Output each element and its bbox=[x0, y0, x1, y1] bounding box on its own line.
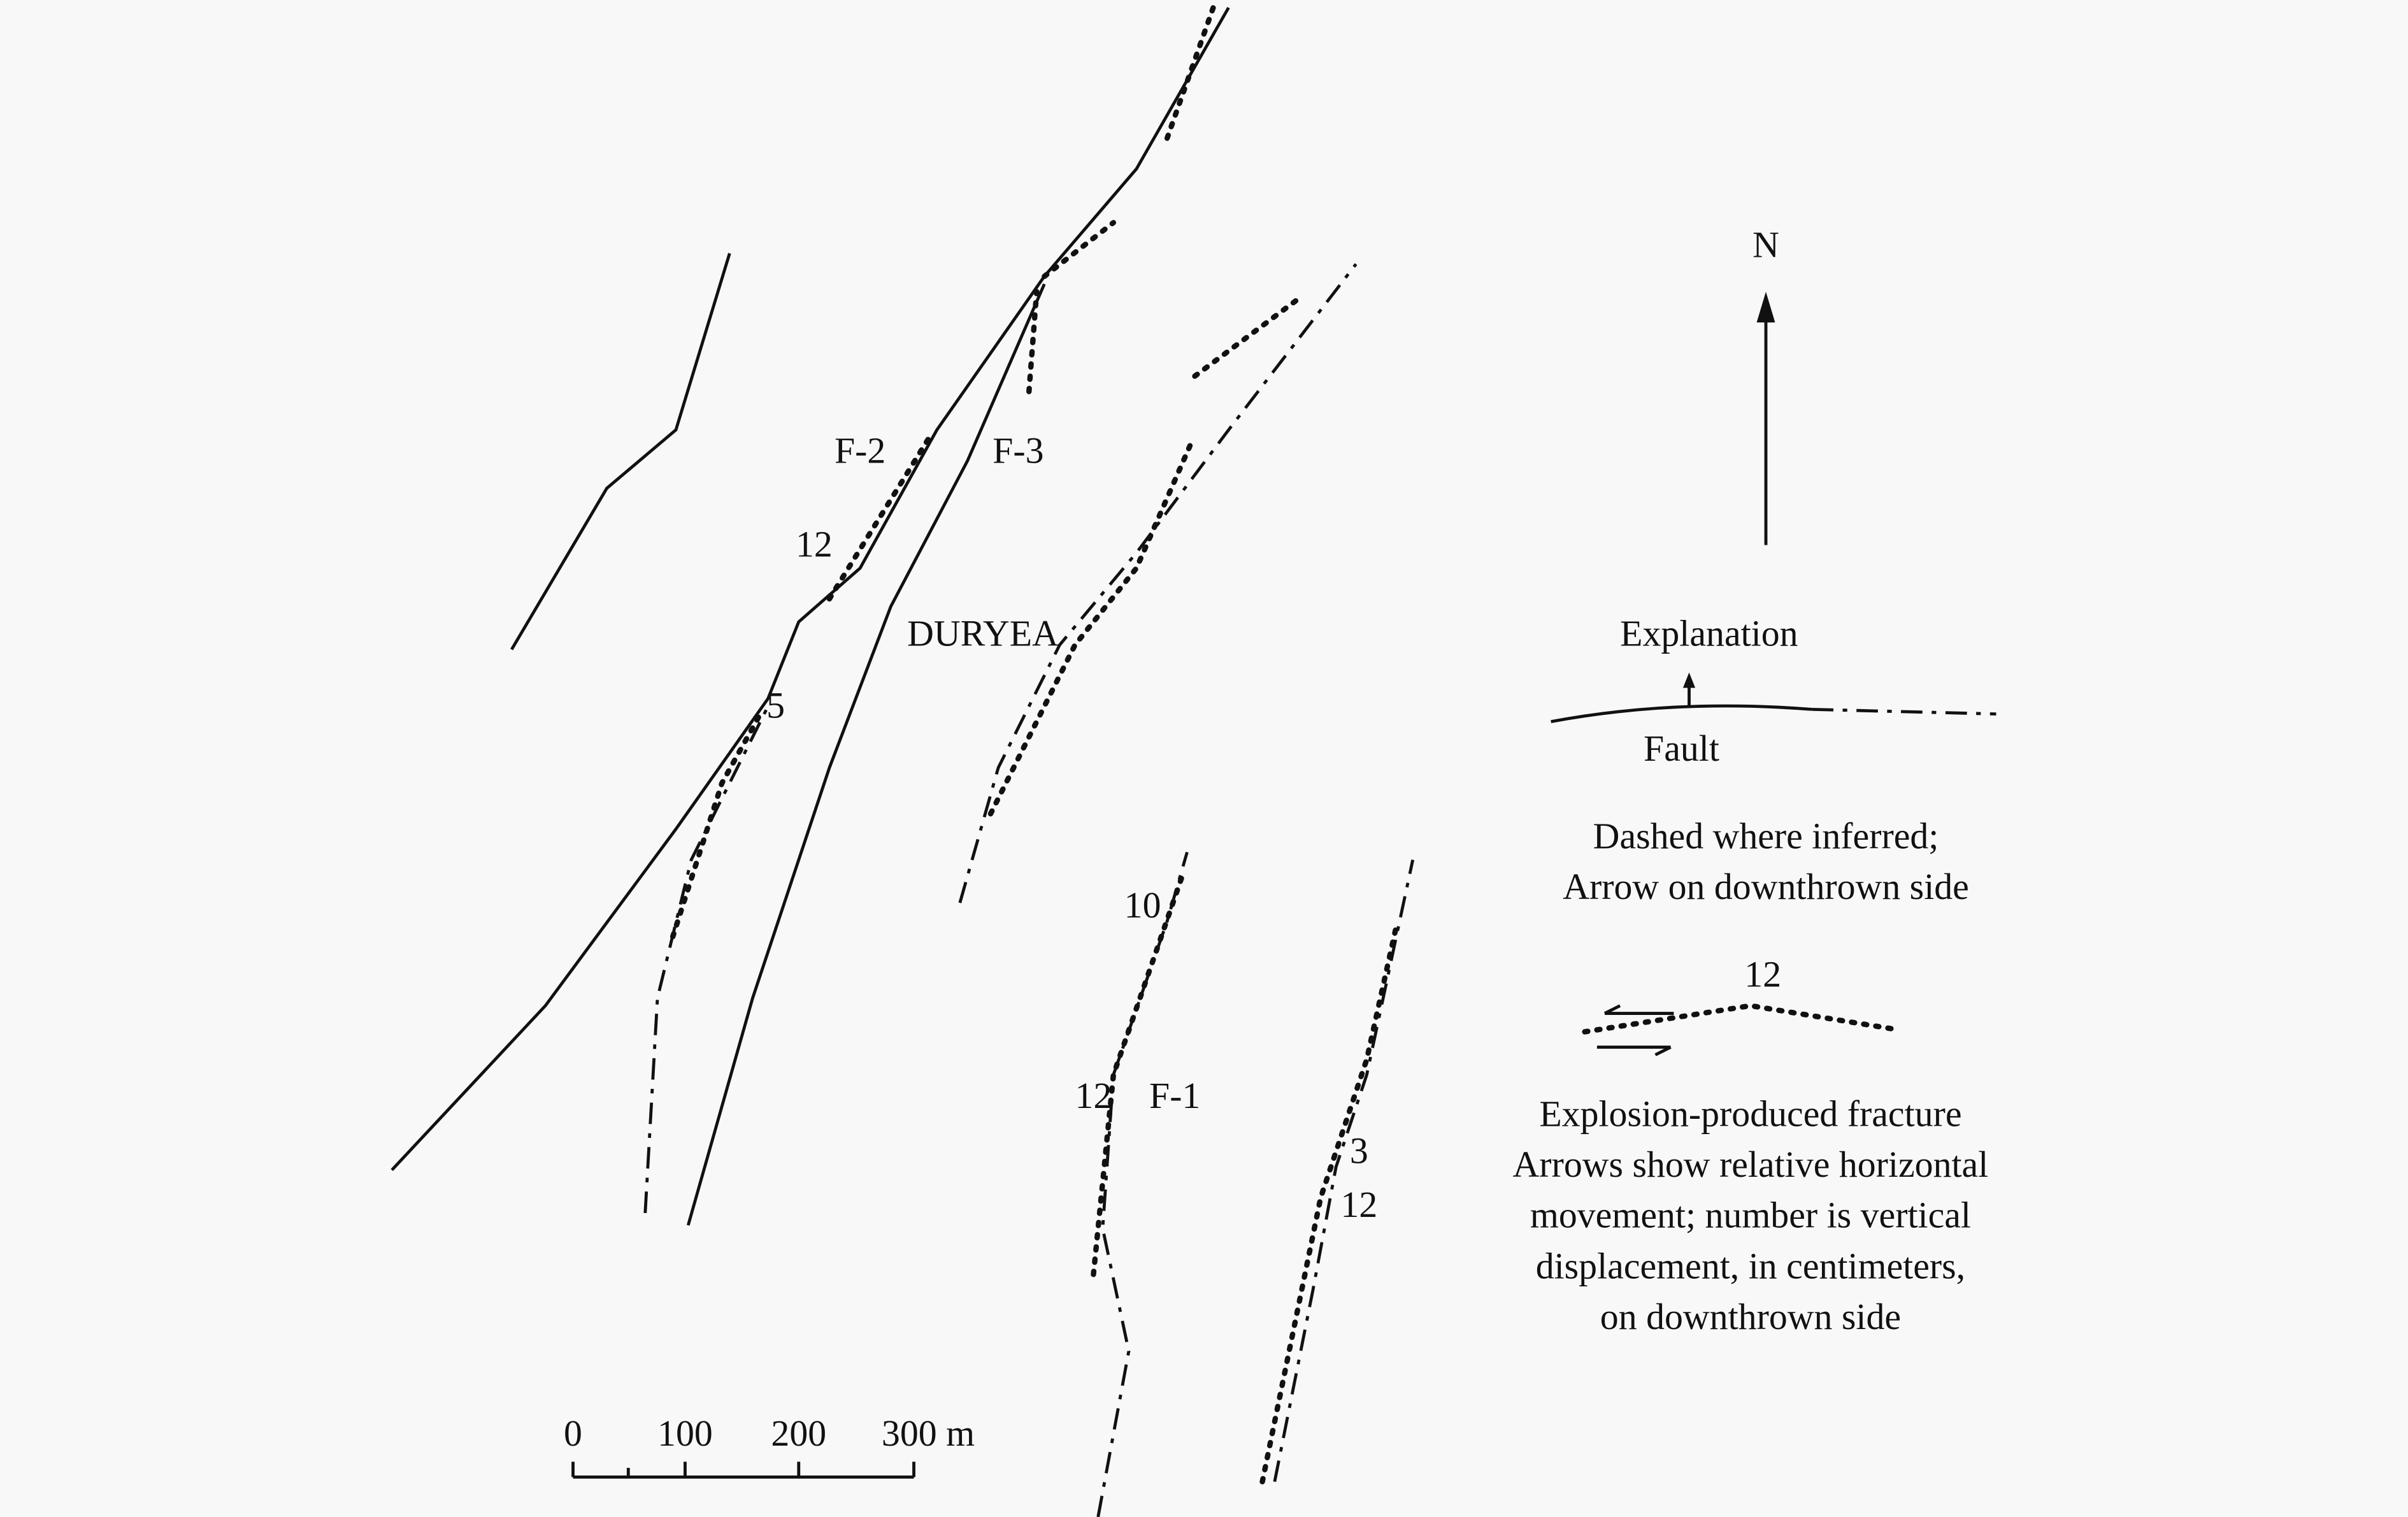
legend-fracture-line bbox=[1582, 1003, 1895, 1035]
fault-line bbox=[510, 252, 731, 651]
fracture bbox=[1192, 296, 1301, 379]
fracture bbox=[1026, 289, 1040, 394]
inferred-fault bbox=[643, 705, 770, 1213]
fault-label: F-2 bbox=[835, 430, 885, 471]
north-arrowhead bbox=[1756, 291, 1775, 323]
legend-note: Arrows show relative horizontal bbox=[1513, 1144, 1989, 1185]
fracture bbox=[670, 711, 763, 940]
legend-note: Arrow on downthrown side bbox=[1563, 866, 1969, 907]
fracture bbox=[1042, 220, 1117, 280]
displacement-label: 10 bbox=[1124, 884, 1161, 926]
legend-inferred-line bbox=[1812, 707, 1996, 716]
legend-displacement: 12 bbox=[1744, 953, 1781, 995]
legend-arrowhead bbox=[1682, 672, 1696, 688]
place-label: DURYEA bbox=[907, 612, 1059, 654]
scale-label: 200 bbox=[771, 1413, 826, 1454]
fracture bbox=[1259, 918, 1400, 1485]
north-label: N bbox=[1752, 224, 1779, 266]
faults bbox=[391, 4, 1415, 1517]
displacement-label: 3 bbox=[1350, 1130, 1368, 1172]
scale-label: 300 m bbox=[882, 1413, 975, 1454]
displacement-label: 12 bbox=[1075, 1075, 1112, 1116]
displacement-label: 12 bbox=[796, 524, 833, 565]
legend-fault-label: Fault bbox=[1644, 728, 1719, 769]
fracture bbox=[1091, 872, 1186, 1277]
inferred-fault bbox=[958, 263, 1358, 903]
displacement-label: 12 bbox=[1340, 1184, 1377, 1225]
inferred-fault bbox=[1273, 859, 1415, 1483]
displacement-label: 5 bbox=[766, 685, 785, 726]
fracture bbox=[826, 435, 932, 602]
legend: Explanation Fault Dashed where inferred;… bbox=[1513, 612, 1996, 1337]
scale-bar: 0 100 200 300 m bbox=[564, 1413, 975, 1479]
legend-fault-line bbox=[1551, 704, 1812, 724]
fracture bbox=[987, 442, 1193, 817]
fault-label: F-1 bbox=[1149, 1075, 1200, 1116]
map-labels: F-2 F-3 12 DURYEA 5 10 12 F-1 3 12 bbox=[766, 430, 1377, 1225]
fault-line bbox=[686, 283, 1046, 1226]
legend-movement-arrow bbox=[1596, 1046, 1672, 1056]
scale-label: 0 bbox=[564, 1413, 582, 1454]
scale-label: 100 bbox=[657, 1413, 713, 1454]
north-arrow: N bbox=[1752, 224, 1779, 545]
legend-note: displacement, in centimeters, bbox=[1536, 1245, 1965, 1286]
legend-note: Dashed where inferred; bbox=[1593, 815, 1939, 856]
legend-movement-arrow bbox=[1603, 1004, 1674, 1015]
fault-label: F-3 bbox=[993, 430, 1043, 471]
legend-note: movement; number is vertical bbox=[1530, 1195, 1971, 1236]
legend-note: on downthrown side bbox=[1600, 1296, 1901, 1337]
legend-title: Explanation bbox=[1620, 612, 1798, 654]
fracture bbox=[1164, 4, 1216, 141]
legend-note: Explosion-produced fracture bbox=[1539, 1093, 1961, 1135]
scale-line bbox=[571, 1462, 915, 1479]
